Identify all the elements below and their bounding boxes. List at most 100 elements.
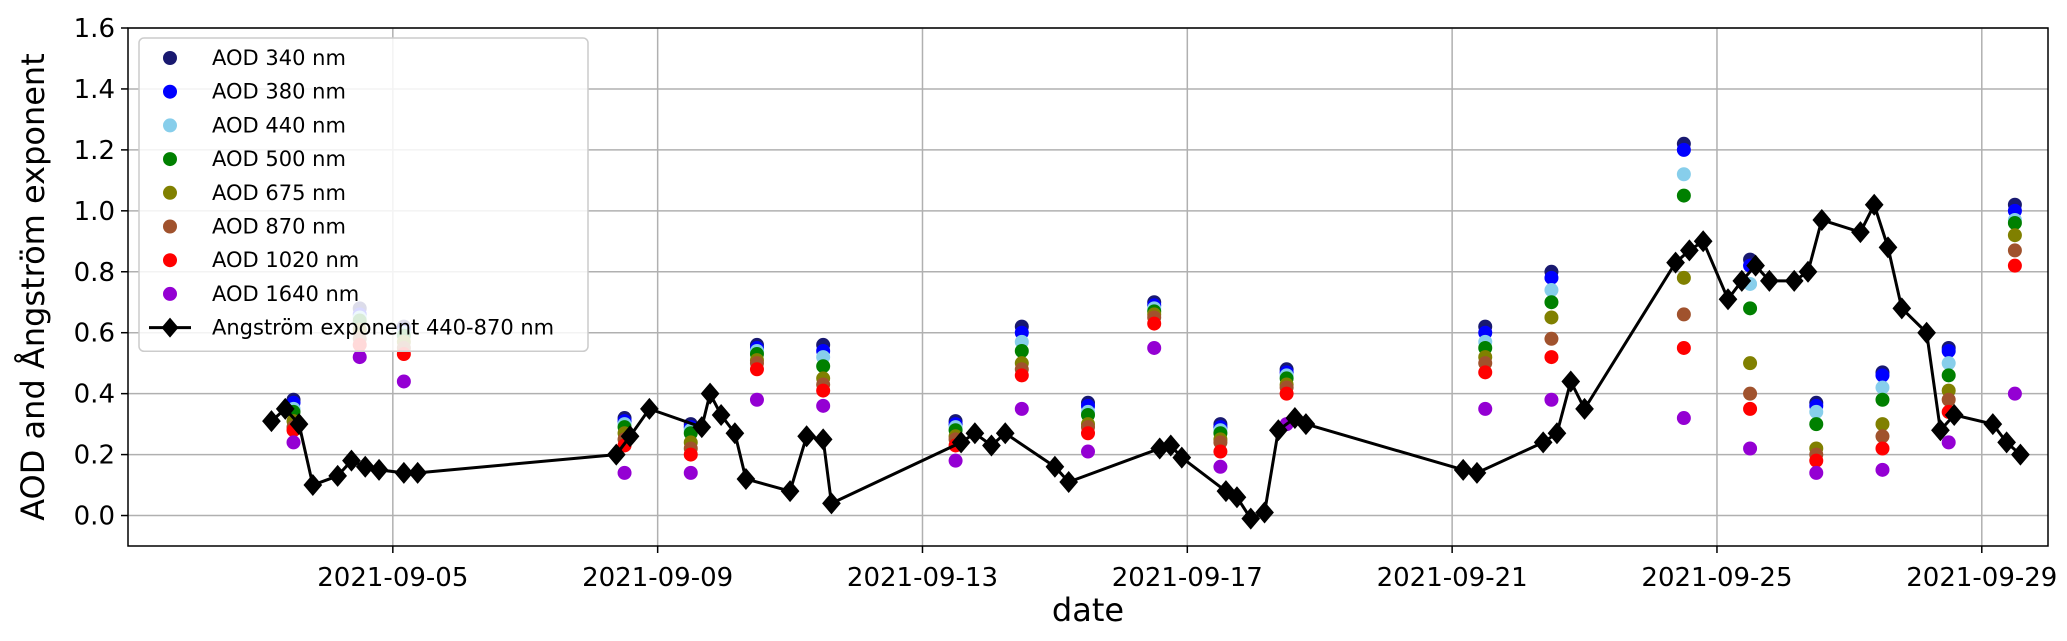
angstrom-point xyxy=(1851,221,1870,244)
angstrom-point xyxy=(797,425,816,448)
angstrom-point xyxy=(1561,370,1581,393)
y-tick-label: 0.6 xyxy=(74,319,115,349)
angstrom-point xyxy=(1878,236,1898,259)
aod-point xyxy=(1213,459,1228,474)
aod-point xyxy=(1875,417,1890,432)
angstrom-point xyxy=(1680,239,1699,262)
legend-marker xyxy=(163,286,177,301)
legend-marker xyxy=(163,118,177,133)
aod-point xyxy=(617,465,632,480)
x-tick-label: 2021-09-25 xyxy=(1641,563,1792,593)
series-aod-1020-nm xyxy=(286,258,2022,468)
angstrom-point xyxy=(1241,507,1261,530)
aod-point xyxy=(1544,331,1559,346)
aod-point xyxy=(1743,441,1758,456)
legend: AOD 340 nm AOD 380 nm AOD 440 nm AOD 500 nm… xyxy=(138,37,589,353)
angstrom-point xyxy=(965,422,985,445)
angstrom-point xyxy=(1172,446,1192,469)
legend-box xyxy=(138,37,589,353)
aod-point xyxy=(396,374,411,389)
angstrom-point xyxy=(780,480,800,503)
y-tick-label: 1.4 xyxy=(74,75,115,105)
aod-point xyxy=(1743,386,1758,401)
angstrom-point xyxy=(1732,269,1752,292)
legend-label: AOD 1640 nm xyxy=(212,282,359,306)
aod-point xyxy=(1809,404,1824,419)
aod-point xyxy=(948,453,963,468)
aod-point xyxy=(1941,435,1956,450)
angstrom-point xyxy=(1798,260,1818,283)
aod-point xyxy=(1147,316,1162,331)
angstrom-point xyxy=(1718,288,1738,311)
angstrom-point xyxy=(394,461,414,484)
legend-label: Angström exponent 440-870 nm xyxy=(212,316,554,340)
aod-point xyxy=(1014,343,1029,358)
aod-point xyxy=(1809,417,1824,432)
angstrom-point xyxy=(1059,471,1079,494)
angstrom-point xyxy=(2011,443,2030,466)
aod-point xyxy=(1081,444,1095,459)
aod-point xyxy=(1809,453,1824,468)
aod-point xyxy=(1279,386,1294,401)
aod-point xyxy=(2007,216,2022,231)
legend-marker xyxy=(163,185,177,200)
angstrom-point xyxy=(606,443,626,466)
aod-point xyxy=(1809,465,1824,480)
x-axis-title: date xyxy=(1052,591,1124,629)
aod-point xyxy=(1941,356,1956,371)
angstrom-point xyxy=(725,422,745,445)
y-tick-label: 0.8 xyxy=(74,258,115,288)
x-tick-label: 2021-09-17 xyxy=(1112,563,1263,593)
aod-point xyxy=(1743,401,1758,416)
aod-point xyxy=(1941,392,1956,407)
legend-label: AOD 500 nm xyxy=(212,147,346,171)
angstrom-point xyxy=(620,425,640,448)
y-tick-label: 0.2 xyxy=(74,441,115,471)
angstrom-point xyxy=(275,397,295,420)
aod-point xyxy=(749,362,764,377)
angstrom-point xyxy=(1760,269,1779,292)
aod-point xyxy=(1544,392,1559,407)
aod-point xyxy=(352,350,367,365)
aod-point xyxy=(1676,167,1691,182)
aod-point xyxy=(1875,392,1890,407)
aod-point xyxy=(1743,301,1758,316)
aod-point xyxy=(1544,295,1559,310)
x-tick-label: 2021-09-13 xyxy=(847,563,998,593)
angstrom-point xyxy=(1892,297,1912,320)
angstrom-point xyxy=(1944,403,1964,426)
aod-point xyxy=(683,447,698,462)
angstrom-point xyxy=(1693,230,1713,253)
legend-marker xyxy=(163,253,177,268)
angstrom-point xyxy=(951,431,971,454)
aod-point xyxy=(1676,411,1691,426)
angstrom-point xyxy=(1045,455,1065,478)
aod-point xyxy=(286,435,301,450)
legend-marker xyxy=(163,152,177,167)
aod-point xyxy=(1014,368,1029,383)
aod-point xyxy=(1213,444,1228,459)
angstrom-point xyxy=(1161,434,1181,457)
angstrom-point xyxy=(289,413,309,436)
legend-marker xyxy=(163,84,177,99)
aod-point xyxy=(1544,350,1559,365)
angstrom-point xyxy=(1784,269,1804,292)
angstrom-point xyxy=(1812,208,1832,231)
angstrom-point xyxy=(1255,501,1274,524)
aod-point xyxy=(2007,243,2022,258)
aod-point xyxy=(749,392,764,407)
aod-point xyxy=(1875,441,1890,456)
angstrom-point xyxy=(995,422,1015,445)
angstrom-point xyxy=(369,458,389,481)
legend-label: AOD 1020 nm xyxy=(212,248,359,272)
aod-point xyxy=(2007,386,2022,401)
aod-point xyxy=(816,398,831,413)
angstrom-point xyxy=(1453,458,1473,481)
aod-point xyxy=(2007,228,2022,243)
angstrom-point xyxy=(692,416,712,439)
aod-point xyxy=(1676,270,1691,285)
angstrom-point xyxy=(1864,193,1884,216)
aod-point xyxy=(1941,343,1956,358)
x-axis: 2021-09-05 2021-09-09 2021-09-13 2021-09-17… xyxy=(317,546,2057,593)
